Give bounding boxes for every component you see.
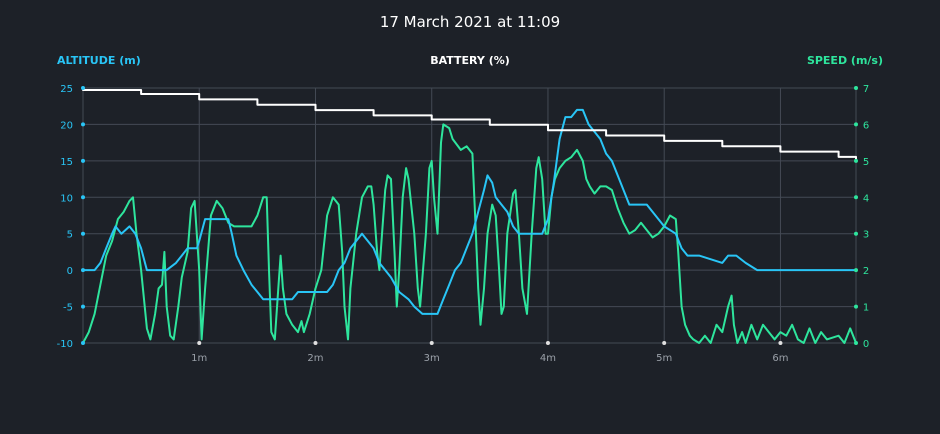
battery-axis-title: BATTERY (%) (430, 54, 510, 67)
x-tick-label: 6m (772, 353, 788, 364)
x-tick-dot (545, 341, 550, 345)
grid (82, 87, 857, 344)
speed-tick-label: 6 (863, 120, 869, 131)
x-tick-dot (662, 341, 667, 345)
altitude-tick-dot (81, 341, 85, 345)
speed-tick-dot (854, 86, 858, 90)
speed-tick-label: 7 (863, 84, 869, 95)
altitude-tick-label: 10 (60, 193, 73, 204)
speed-tick-label: 1 (863, 303, 869, 314)
speed-tick-dot (854, 268, 858, 273)
speed-series-line (82, 123, 857, 344)
speed-tick-label: 4 (863, 193, 869, 204)
altitude-tick-dot (81, 231, 85, 236)
speed-tick-dot (854, 195, 858, 200)
altitude-tick-label: 25 (60, 84, 73, 95)
x-tick-label: 4m (540, 353, 556, 364)
altitude-tick-dot (81, 304, 85, 309)
speed-tick-dot (854, 304, 858, 309)
altitude-tick-label: 5 (67, 230, 73, 241)
altitude-tick-label: 20 (60, 120, 73, 131)
altitude-tick-dot (81, 268, 85, 273)
speed-tick-dot (854, 122, 858, 127)
speed-tick-dot (854, 158, 858, 163)
altitude-tick-dot (81, 86, 85, 90)
x-tick-dot (313, 341, 318, 345)
altitude-tick-label: -10 (57, 339, 73, 350)
tick-labels: 25 7 20 6 15 5 10 4 5 3 0 2 -5 1 -10 0 1m 2m 3m 4m 5m 6m (57, 84, 870, 364)
altitude-tick-dot (81, 158, 85, 163)
altitude-tick-label: 0 (67, 266, 73, 277)
x-tick-label: 5m (656, 353, 672, 364)
x-tick-label: 3m (424, 353, 440, 364)
altitude-tick-label: -5 (63, 303, 73, 314)
chart-title: 17 March 2021 at 11:09 (380, 13, 560, 31)
altitude-series-line (82, 108, 857, 315)
x-tick-label: 2m (307, 353, 323, 364)
speed-tick-label: 3 (863, 230, 869, 241)
x-tick-dot (778, 341, 783, 345)
speed-tick-dot (854, 341, 858, 345)
speed-axis-title: SPEED (m/s) (807, 54, 883, 67)
battery-series-line (82, 89, 857, 161)
speed-tick-label: 2 (863, 266, 869, 277)
speed-tick-dot (854, 231, 858, 236)
series-layer (82, 89, 857, 344)
speed-tick-label: 0 (863, 339, 869, 350)
altitude-tick-label: 15 (60, 157, 73, 168)
altitude-tick-dot (81, 195, 85, 200)
speed-tick-label: 5 (863, 157, 869, 168)
x-tick-dot (429, 341, 434, 345)
altitude-tick-dot (81, 122, 85, 127)
x-tick-dot (197, 341, 202, 345)
altitude-axis-title: ALTITUDE (m) (57, 54, 141, 67)
x-tick-label: 1m (191, 353, 207, 364)
